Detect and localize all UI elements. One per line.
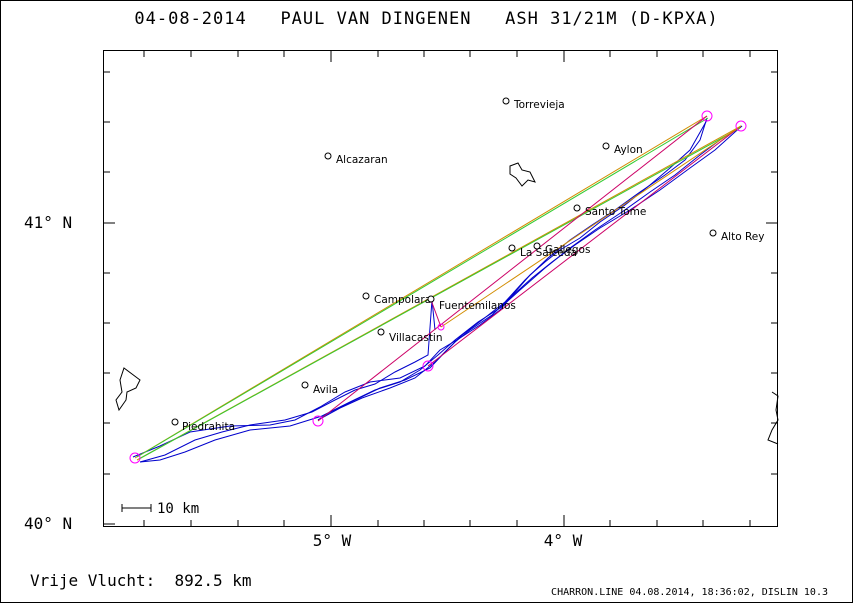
town-label: Piedrahita: [182, 421, 235, 433]
town-label: Torrevieja: [513, 99, 565, 111]
town-marker: [502, 97, 510, 105]
lon-label-5w: 5° W: [312, 531, 352, 550]
distance-label: Vrije Vlucht: 892.5 km: [30, 571, 252, 590]
turnpoint-marker: [701, 110, 713, 122]
reservoir-outlines: [115, 162, 779, 445]
town-marker: [602, 142, 610, 150]
chart-title: 04-08-2014 PAUL VAN DINGENEN ASH 31/21M …: [134, 9, 719, 29]
task-legs: [134, 115, 742, 461]
turnpoint-marker: [735, 120, 747, 132]
lon-label-4w: 4° W: [543, 531, 583, 550]
town-marker: [508, 244, 516, 252]
town-label: Fuentemilanos: [439, 300, 516, 312]
town-marker: [377, 328, 385, 336]
flight-track: [132, 117, 743, 463]
credit-label: CHARRON.LINE 04.08.2014, 18:36:02, DISLI…: [551, 587, 828, 598]
town-marker: [573, 204, 581, 212]
town-marker: [362, 292, 370, 300]
town-label: La Salceda: [520, 247, 577, 259]
turnpoint-marker: [437, 323, 445, 331]
towns: Torrevieja Aylon Alcazaran Santo Tome Al…: [171, 97, 764, 433]
town-label: Campolara: [374, 294, 431, 306]
town-marker: [709, 229, 717, 237]
turnpoint-marker: [129, 452, 141, 464]
town-label: Villacastin: [389, 332, 443, 344]
turnpoint-marker: [422, 360, 434, 372]
tick-marks: [103, 50, 778, 527]
turnpoint-marker: [312, 415, 324, 427]
reservoir-west: [115, 367, 141, 412]
lat-label-41: 41° N: [24, 213, 73, 232]
map-plot-area: [103, 50, 778, 527]
town-marker: [301, 381, 309, 389]
turnpoint-markers: [129, 110, 747, 464]
town-label: Alto Rey: [721, 231, 764, 243]
town-label: Santo Tome: [585, 206, 646, 218]
town-marker: [533, 242, 541, 250]
scale-bar-label: 10 km: [157, 501, 199, 517]
town-marker: [171, 418, 179, 426]
reservoir-edge: [767, 391, 779, 445]
lat-label-40: 40° N: [24, 514, 73, 533]
town-marker: [427, 295, 435, 303]
town-label: Gallegos: [545, 244, 590, 256]
town-label: Avila: [313, 384, 338, 396]
scale-bar: 10 km: [121, 501, 199, 517]
reservoir-east: [509, 162, 536, 187]
town-label: Aylon: [614, 144, 643, 156]
town-label: Alcazaran: [336, 154, 388, 166]
town-marker: [324, 152, 332, 160]
